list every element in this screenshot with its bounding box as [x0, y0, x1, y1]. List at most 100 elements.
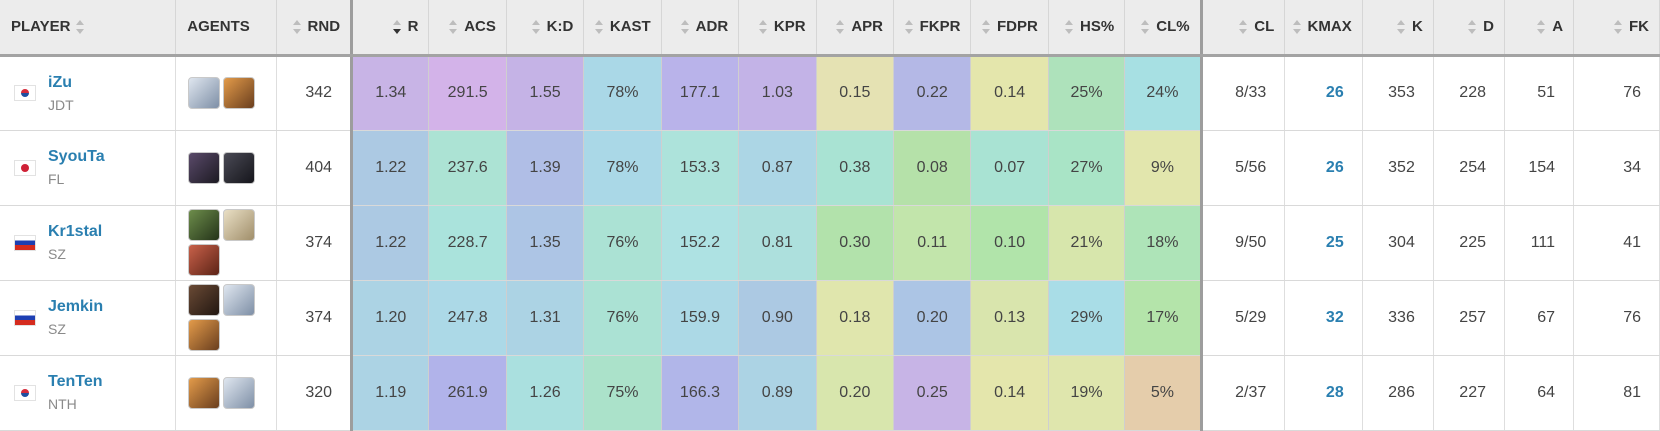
- r-cell: 1.19: [350, 355, 430, 431]
- player-name-link[interactable]: Kr1stal: [48, 223, 103, 240]
- sort-icon: [1141, 20, 1150, 35]
- rnd-cell: 374: [276, 205, 353, 281]
- a-cell: 64: [1504, 355, 1575, 431]
- agent-red-icon: [188, 244, 221, 276]
- player-team: SZ: [48, 321, 66, 337]
- header-kast[interactable]: KAST: [583, 0, 662, 57]
- sort-icon: [1397, 20, 1406, 35]
- r-cell: 1.34: [350, 55, 430, 131]
- cl-cell: 2/37: [1201, 355, 1286, 431]
- kmax-cell[interactable]: 28: [1284, 355, 1363, 431]
- kast-cell: 75%: [583, 355, 662, 431]
- agent-orange-icon: [188, 376, 221, 409]
- sort-icon: [594, 20, 604, 35]
- sort-icon: [449, 20, 458, 35]
- ru-flag-icon: [14, 309, 36, 326]
- header-acs[interactable]: ACS: [428, 0, 507, 57]
- kd-cell: 1.31: [506, 280, 585, 356]
- table-row: Kr1stal SZ 374 1.22 228.7 1.35 76% 152.2 0.81 0.3…: [0, 205, 1660, 281]
- d-cell: 257: [1433, 280, 1506, 356]
- table-header-row: PLAYER AGENTS RND R ACS K:D KAST ADR KPR…: [0, 0, 1660, 57]
- header-kmax[interactable]: KMAX: [1284, 0, 1363, 57]
- kd-cell: 1.35: [506, 205, 585, 281]
- header-a[interactable]: A: [1504, 0, 1575, 57]
- header-cl-pct[interactable]: CL%: [1124, 0, 1203, 57]
- header-player[interactable]: PLAYER: [0, 0, 177, 57]
- header-apr[interactable]: APR: [816, 0, 895, 57]
- cl-cell: 5/56: [1201, 130, 1286, 206]
- fdpr-cell: 0.10: [970, 205, 1049, 281]
- table-row: Jemkin SZ 374 1.20 247.8 1.31 76% 159.9 0.90 0.18…: [0, 280, 1660, 356]
- apr-cell: 0.38: [816, 130, 895, 206]
- cl-pct-cell: 17%: [1124, 280, 1203, 356]
- apr-cell: 0.30: [816, 205, 895, 281]
- kmax-cell[interactable]: 25: [1284, 205, 1363, 281]
- hs-cell: 27%: [1048, 130, 1126, 206]
- agent-orange-icon: [223, 77, 256, 109]
- kast-cell: 78%: [583, 130, 662, 206]
- kmax-cell[interactable]: 26: [1284, 55, 1363, 131]
- acs-cell: 261.9: [428, 355, 507, 431]
- fdpr-cell: 0.13: [970, 280, 1049, 356]
- sort-icon: [1065, 20, 1074, 35]
- kmax-cell[interactable]: 32: [1284, 280, 1363, 356]
- player-name-link[interactable]: iZu: [48, 73, 72, 91]
- header-fk[interactable]: FK: [1573, 0, 1660, 57]
- header-fkpr[interactable]: FKPR: [893, 0, 972, 57]
- header-hs[interactable]: HS%: [1048, 0, 1126, 57]
- kd-cell: 1.39: [506, 130, 585, 206]
- sort-icon: [1239, 20, 1248, 35]
- header-r[interactable]: R: [350, 0, 430, 57]
- adr-cell: 153.3: [661, 130, 740, 206]
- kast-cell: 76%: [583, 280, 662, 356]
- header-adr[interactable]: ADR: [661, 0, 740, 57]
- header-rnd[interactable]: RND: [276, 0, 353, 57]
- header-cl[interactable]: CL: [1201, 0, 1286, 57]
- sort-desc-icon: [392, 20, 402, 35]
- agent-orange-icon: [188, 319, 221, 351]
- fkpr-cell: 0.25: [893, 355, 972, 431]
- agents-cell: [175, 205, 277, 281]
- player-cell: Kr1stal SZ: [0, 205, 177, 281]
- sort-icon: [1537, 20, 1546, 35]
- header-kd[interactable]: K:D: [506, 0, 585, 57]
- header-fdpr[interactable]: FDPR: [970, 0, 1049, 57]
- player-name-link[interactable]: TenTen: [48, 373, 103, 390]
- acs-cell: 237.6: [428, 130, 507, 206]
- kmax-cell[interactable]: 26: [1284, 130, 1363, 206]
- sort-icon: [836, 20, 845, 35]
- r-cell: 1.20: [350, 280, 430, 356]
- table-row: SyouTa FL 404 1.22 237.6 1.39 78% 153.3 0.87 0.38…: [0, 130, 1660, 206]
- player-name-link[interactable]: Jemkin: [48, 298, 104, 315]
- player-team: SZ: [48, 246, 66, 262]
- fdpr-cell: 0.14: [970, 355, 1049, 431]
- player-team: FL: [48, 171, 65, 187]
- header-kpr[interactable]: KPR: [738, 0, 817, 57]
- header-d[interactable]: D: [1433, 0, 1506, 57]
- rnd-cell: 404: [276, 130, 353, 206]
- hs-cell: 25%: [1048, 55, 1126, 131]
- player-cell: Jemkin SZ: [0, 280, 177, 356]
- fk-cell: 41: [1573, 205, 1660, 281]
- d-cell: 228: [1433, 55, 1506, 131]
- kr-flag-icon: [14, 85, 36, 101]
- fk-cell: 34: [1573, 130, 1660, 206]
- adr-cell: 166.3: [661, 355, 740, 431]
- table-row: TenTen NTH 320 1.19 261.9 1.26 75% 166.3 0.89 0.2…: [0, 355, 1660, 431]
- cl-pct-cell: 5%: [1124, 355, 1203, 431]
- player-name-link[interactable]: SyouTa: [48, 148, 105, 165]
- sort-icon: [982, 20, 991, 35]
- cl-pct-cell: 9%: [1124, 130, 1203, 206]
- fk-cell: 76: [1573, 280, 1660, 356]
- agent-black-icon: [188, 284, 221, 316]
- sort-icon: [531, 20, 541, 35]
- header-k[interactable]: K: [1362, 0, 1434, 57]
- hs-cell: 19%: [1048, 355, 1126, 431]
- d-cell: 254: [1433, 130, 1506, 206]
- cl-cell: 9/50: [1201, 205, 1286, 281]
- sort-icon: [758, 20, 768, 35]
- agent-mask-icon: [223, 151, 256, 184]
- jp-flag-icon: [14, 159, 36, 176]
- kr-flag-icon: [14, 384, 36, 401]
